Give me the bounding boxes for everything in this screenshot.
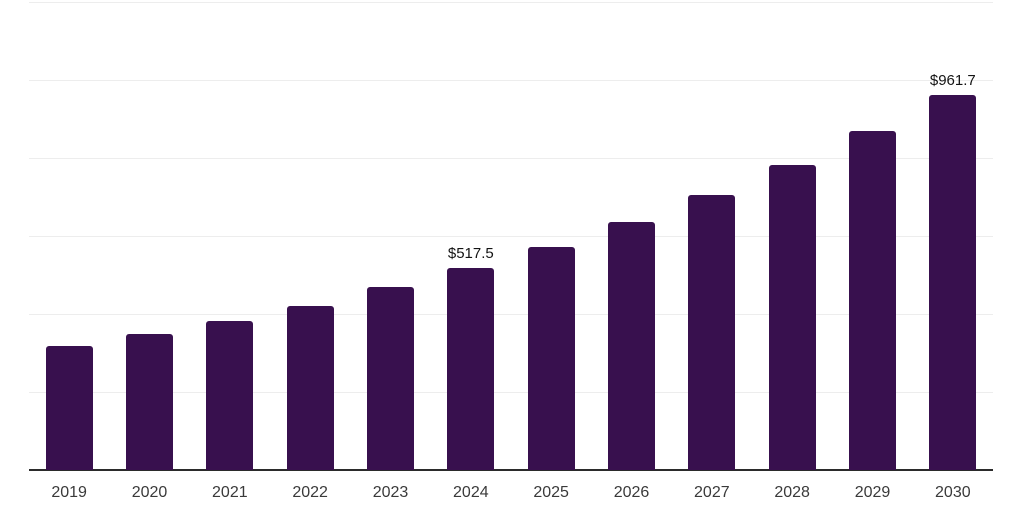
bar-2021 [206, 320, 254, 470]
gridline [29, 80, 993, 81]
x-tick-label-2025: 2025 [533, 484, 569, 501]
bar-2019 [45, 346, 93, 470]
x-tick-label-2029: 2029 [854, 484, 891, 501]
x-tick-label-2022: 2022 [292, 484, 328, 501]
x-axis-line [29, 469, 993, 471]
x-tick-label-2030: 2030 [935, 484, 971, 501]
x-tick-label-2024: 2024 [453, 484, 489, 501]
x-tick-label-2019: 2019 [51, 484, 87, 501]
gridline [29, 313, 993, 315]
bar-2023 [367, 287, 414, 470]
bar-2022 [286, 305, 334, 470]
bar-2029 [849, 130, 896, 470]
gridline [29, 157, 993, 159]
x-tick-label-2026: 2026 [613, 484, 650, 501]
gridline [29, 2, 993, 4]
bar-2028 [768, 165, 816, 470]
bar-2024 [447, 268, 495, 470]
bar-2020 [126, 333, 173, 470]
x-tick-label-2027: 2027 [694, 484, 730, 501]
x-tick-label-2028: 2028 [774, 484, 810, 501]
gridline [29, 391, 993, 393]
x-tick-label-2021: 2021 [212, 484, 248, 501]
gridline [29, 235, 993, 237]
bar-2030 [929, 95, 977, 470]
bar-2025 [527, 246, 575, 470]
x-tick-label-2020: 2020 [131, 484, 168, 501]
bar-2027 [688, 195, 736, 470]
data-label-2024: $517.5 [447, 245, 494, 263]
x-tick-label-2023: 2023 [372, 484, 409, 501]
data-label-2030: $961.7 [929, 72, 976, 90]
bar-2026 [608, 222, 655, 470]
